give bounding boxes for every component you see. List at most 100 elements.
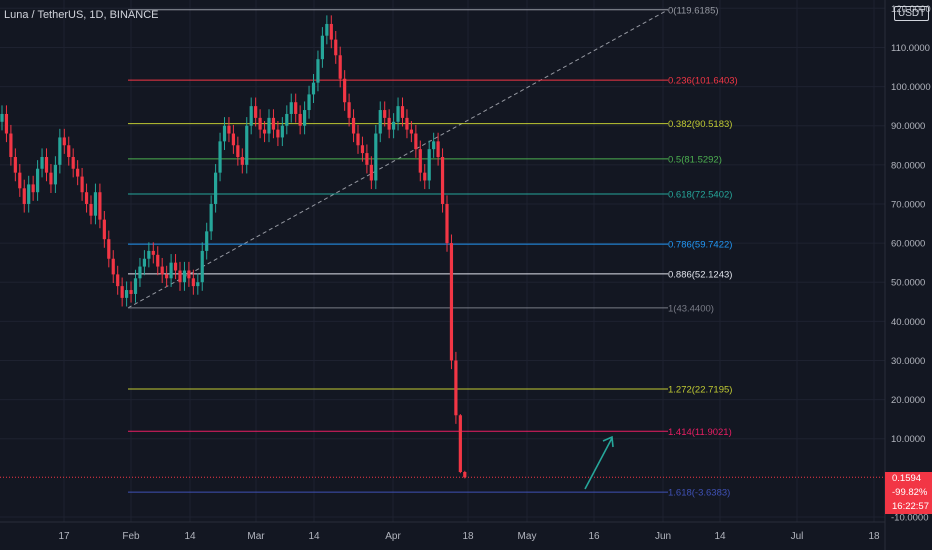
candle-series <box>0 15 467 479</box>
price-tick-label: 120.0000 <box>891 4 931 15</box>
candle-body <box>369 164 373 181</box>
candle-body <box>138 266 142 279</box>
candle-body <box>125 290 129 298</box>
candle-body <box>254 106 258 118</box>
candle-body <box>360 145 365 154</box>
candle-body <box>405 117 409 130</box>
candle-body <box>351 117 356 134</box>
candle-body <box>129 290 133 294</box>
candle-body <box>58 137 62 165</box>
price-tick-label: 80.0000 <box>891 160 925 171</box>
candle-body <box>356 133 360 146</box>
candle-body <box>218 141 222 173</box>
candle-body <box>98 192 102 220</box>
candle-body <box>151 250 155 255</box>
candle-body <box>147 250 151 259</box>
candle-body <box>245 125 249 165</box>
candle-body <box>80 176 84 193</box>
candle-body <box>343 78 347 103</box>
candle-body <box>432 141 436 150</box>
last-price-value: 0.1594 <box>892 473 922 484</box>
symbol-title[interactable]: Luna / TetherUS, 1D, BINANCE <box>4 9 159 21</box>
candle-body <box>53 164 57 185</box>
candle-body <box>44 157 49 173</box>
price-tick-label: 100.0000 <box>891 82 931 93</box>
fib-level-label: 0.786(59.7422) <box>668 240 732 251</box>
fib-level-label: 0.5(81.5292) <box>668 154 722 165</box>
time-tick-label: Feb <box>122 531 140 542</box>
candle-body <box>414 133 418 150</box>
candle-body <box>84 192 89 204</box>
time-tick-label: 14 <box>308 531 320 542</box>
candle-body <box>378 110 382 134</box>
price-tick-label: 40.0000 <box>891 317 925 328</box>
fib-retracement[interactable]: 0(119.6185) 0.236(101.6403) 0.382(90.5183)… <box>127 5 738 499</box>
arrow-icon <box>584 437 613 490</box>
candle-body <box>262 129 267 134</box>
price-tick-label: 70.0000 <box>891 199 925 210</box>
candle-body <box>102 219 106 240</box>
candle-body <box>347 102 351 118</box>
candle-body <box>71 157 75 169</box>
candle-body <box>303 110 307 126</box>
candle-body <box>449 243 454 361</box>
time-tick-label: Jul <box>791 531 804 542</box>
candle-body <box>271 117 276 130</box>
candle-body <box>200 250 204 283</box>
candle-body <box>67 145 71 158</box>
candle-body <box>49 172 53 185</box>
candle-body <box>107 239 111 259</box>
overlay-layer <box>0 435 885 490</box>
fib-level-label: 0.382(90.5183) <box>668 119 732 130</box>
candle-body <box>454 360 458 416</box>
candle-body <box>387 117 391 130</box>
time-tick-label: Mar <box>247 531 265 542</box>
grid-lines <box>0 0 885 522</box>
candle-body <box>231 133 235 146</box>
candle-body <box>383 110 387 118</box>
time-axis[interactable]: 17 Feb 14 Mar 14 Apr 18 May 16 Jun 14 Jul 18 <box>0 521 885 542</box>
fib-level-label: 0.618(72.5402) <box>668 190 732 201</box>
candle-body <box>463 472 467 478</box>
price-axis[interactable]: -10.0000 10.0000 20.0000 30.0000 40.0000 50.0… <box>884 0 931 550</box>
candle-body <box>445 203 449 244</box>
candle-body <box>325 23 329 36</box>
candle-body <box>111 258 115 275</box>
arrow-head-icon <box>602 435 614 448</box>
candle-body <box>196 282 200 287</box>
candle-body <box>205 231 209 251</box>
candle-body <box>227 125 231 134</box>
time-tick-label: Jun <box>655 531 671 542</box>
time-tick-label: 14 <box>714 531 726 542</box>
time-tick-label: 18 <box>868 531 880 542</box>
candle-body <box>9 133 13 158</box>
price-tick-label: 20.0000 <box>891 395 925 406</box>
candle-body <box>4 113 9 134</box>
candle-body <box>236 145 240 158</box>
candle-body <box>160 266 164 275</box>
candle-body <box>62 137 66 146</box>
candle-body <box>285 113 289 126</box>
candle-body <box>329 23 333 40</box>
candle-body <box>338 55 342 79</box>
candle-body <box>374 133 378 181</box>
candle-body <box>365 153 369 165</box>
candle-body <box>0 113 4 122</box>
candle-body <box>116 274 120 287</box>
candle-body <box>40 157 44 169</box>
bar-countdown: 16:22:57 <box>892 501 929 512</box>
candle-body <box>423 172 427 181</box>
candle-body <box>392 121 396 130</box>
time-tick-label: 16 <box>588 531 600 542</box>
candle-body <box>320 35 324 60</box>
fib-level-label: 1.272(22.7195) <box>668 384 732 395</box>
fib-level-label: 0.236(101.6403) <box>668 76 738 87</box>
candle-body <box>214 172 218 204</box>
candle-body <box>294 102 298 114</box>
candle-body <box>169 262 173 279</box>
candle-body <box>209 203 213 232</box>
currency-unit-badge[interactable]: USDT <box>894 6 930 21</box>
candle-body <box>458 415 462 473</box>
fib-level-label: 1.414(11.9021) <box>668 427 732 438</box>
